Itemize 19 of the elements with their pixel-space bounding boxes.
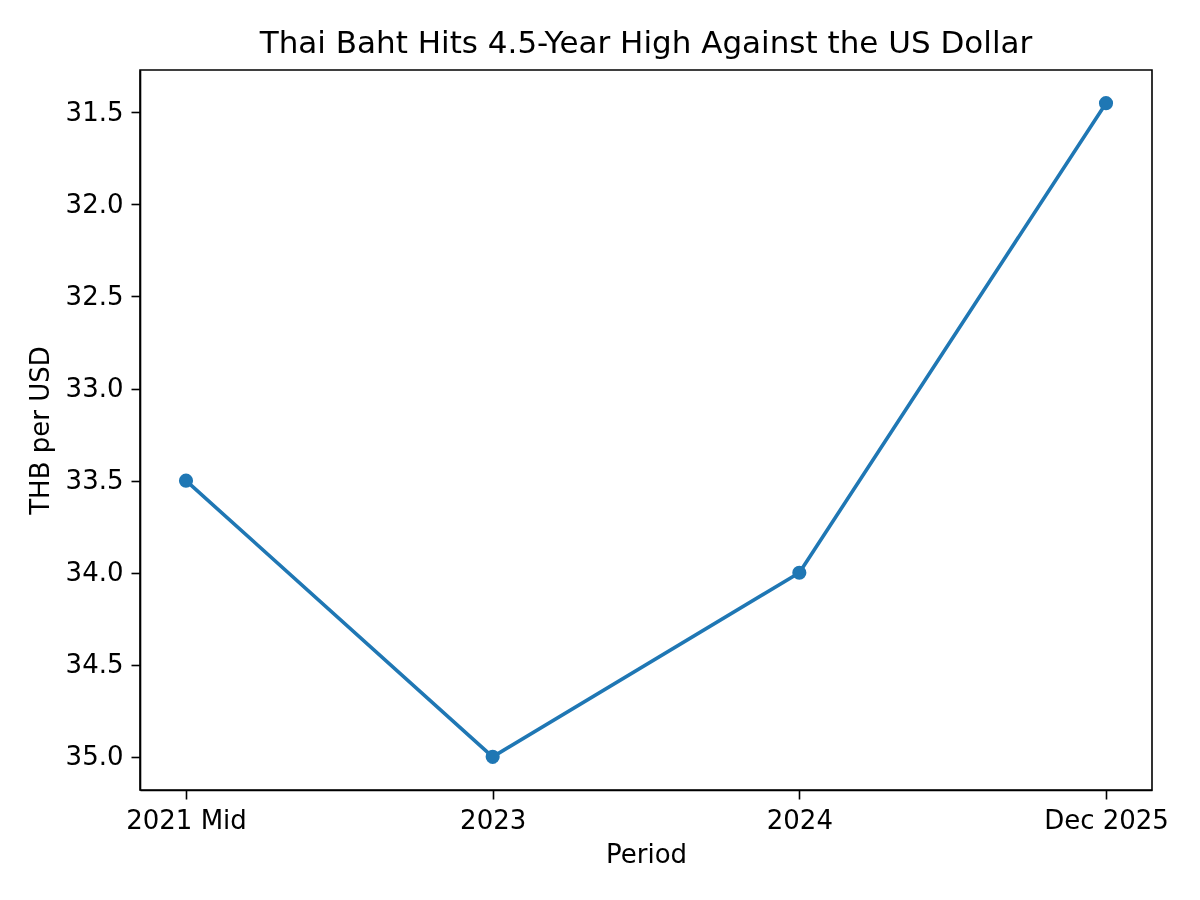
y-tick-label: 34.5 (65, 649, 124, 680)
y-tick-label: 34.0 (65, 557, 124, 588)
chart-title: Thai Baht Hits 4.5-Year High Against the US Dollar (258, 24, 1033, 60)
x-tick-label: Dec 2025 (1044, 804, 1169, 835)
point (178, 473, 194, 488)
x-tick-label: 2023 (460, 804, 527, 835)
point (1098, 96, 1114, 111)
y-tick-label: 33.5 (65, 465, 124, 496)
point (792, 565, 807, 580)
y-tick-label: 33.0 (65, 373, 124, 404)
y-tick-label: 31.5 (65, 96, 124, 127)
y-tick-label: 35.0 (65, 741, 124, 772)
x-axis-title: Period (605, 838, 688, 869)
y-axis-title: THB per USD (24, 346, 55, 516)
point (485, 749, 500, 764)
x-tick-label: 2021 Mid (126, 804, 247, 835)
y-tick-label: 32.0 (65, 188, 124, 219)
x-tick-label: 2024 (766, 804, 833, 835)
y-tick-label: 32.5 (65, 281, 124, 311)
